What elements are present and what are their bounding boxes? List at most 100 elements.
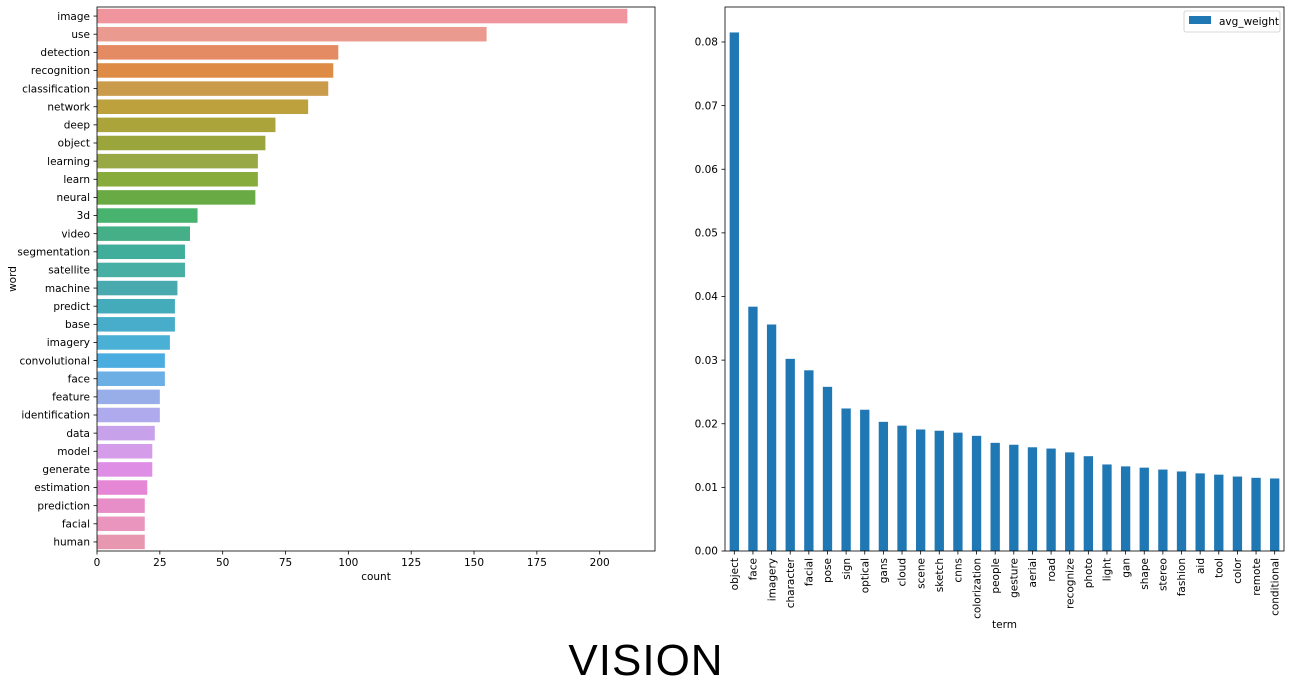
x-tick-label: 150	[464, 557, 484, 569]
bar-object	[97, 135, 266, 151]
bar-face	[97, 371, 165, 386]
x-tick-label: people	[990, 558, 1002, 594]
y-tick-label: detection	[40, 47, 90, 59]
legend: avg_weight	[1183, 10, 1281, 33]
y-tick-label: 0.07	[695, 100, 718, 112]
x-tick-label: colorization	[971, 558, 983, 619]
figure-caption: VISION	[568, 636, 724, 685]
bar-photo	[1083, 456, 1094, 551]
bar-classification	[97, 81, 329, 96]
bar-pose	[822, 386, 833, 551]
bar-colorization	[971, 435, 982, 551]
bar-detection	[97, 45, 339, 60]
y-tick-label: estimation	[34, 482, 90, 494]
y-tick-label: deep	[64, 120, 91, 132]
y-tick-label: convolutional	[19, 355, 90, 367]
bar-aid	[1195, 473, 1205, 551]
bar-identification	[97, 407, 160, 423]
x-tick-label: cloud	[897, 558, 909, 586]
x-tick-label: 200	[590, 557, 610, 569]
y-tick-label: 0.06	[695, 164, 719, 176]
y-tick-label: facial	[62, 519, 90, 531]
bar-gans	[878, 421, 889, 551]
x-tick-label: sketch	[934, 558, 946, 592]
x-tick-label: conditional	[1269, 558, 1281, 616]
y-tick-label: image	[57, 11, 90, 23]
bar-aerial	[1027, 447, 1038, 551]
y-tick-label: neural	[57, 192, 90, 204]
bar-machine	[97, 280, 178, 296]
y-tick-label: base	[65, 319, 90, 331]
y-tick-label: predict	[53, 301, 90, 313]
bar-deep	[97, 117, 276, 133]
x-tick-label: 50	[216, 557, 229, 569]
bar-network	[97, 99, 309, 114]
y-tick-label: video	[61, 228, 90, 240]
bar-remote	[1251, 477, 1261, 551]
bar-cnns	[953, 432, 963, 551]
x-tick-label: character	[785, 557, 797, 608]
y-tick-label: recognition	[31, 65, 90, 77]
y-tick-label: 0.04	[695, 291, 719, 303]
bar-gan	[1120, 466, 1131, 551]
x-tick-label: recognize	[1064, 558, 1076, 609]
y-axis-label: word	[7, 266, 19, 292]
bar-imagery	[97, 335, 170, 350]
x-tick-label: shape	[1139, 558, 1151, 590]
x-tick-label: 0	[94, 557, 101, 569]
bar-sign	[841, 408, 851, 551]
x-tick-label: fashion	[1176, 558, 1188, 596]
bar-facial	[97, 516, 145, 532]
bar-road	[1046, 448, 1056, 551]
x-tick-label: facial	[804, 558, 816, 586]
x-tick-label: optical	[859, 558, 871, 593]
bar-conditional	[1270, 478, 1280, 551]
x-tick-label: road	[1046, 558, 1058, 582]
y-tick-label: learn	[63, 174, 90, 186]
y-tick-label: identification	[21, 410, 90, 422]
y-tick-label: network	[47, 101, 91, 113]
y-tick-label: face	[68, 373, 90, 385]
x-tick-label: object	[729, 558, 741, 590]
bar-satellite	[97, 262, 185, 278]
x-tick-label: 75	[279, 557, 292, 569]
y-tick-label: classification	[22, 83, 90, 95]
legend-label: avg_weight	[1219, 16, 1279, 28]
word-count-bar-chart: image use detection recognition classificati…	[7, 6, 656, 583]
y-tick-label: 0.00	[695, 546, 718, 558]
bar-feature	[97, 389, 160, 405]
x-tick-label: 25	[153, 557, 166, 569]
bar-video	[97, 226, 190, 241]
y-tick-label: model	[57, 446, 90, 458]
bar-people	[990, 442, 1000, 551]
y-tick-label: use	[71, 29, 90, 41]
bar-prediction	[97, 498, 145, 513]
bar-convolutional	[97, 353, 165, 368]
bar-cloud	[897, 425, 907, 551]
bar-object	[729, 32, 739, 551]
x-tick-label: imagery	[766, 558, 778, 601]
y-tick-label: imagery	[47, 337, 90, 349]
bar-recognition	[97, 63, 334, 78]
bar-face	[748, 306, 758, 551]
y-tick-label: 0.01	[695, 482, 718, 494]
legend-swatch	[1189, 16, 1211, 24]
bar-estimation	[97, 480, 148, 495]
bar-color	[1232, 476, 1243, 551]
bar-imagery	[766, 324, 777, 551]
x-tick-label: light	[1102, 558, 1114, 581]
x-tick-label: photo	[1083, 558, 1095, 588]
x-tick-label: 100	[338, 557, 358, 569]
y-tick-label: 0.08	[695, 37, 718, 49]
bar-neural	[97, 190, 256, 205]
bar-facial	[804, 370, 814, 551]
bar-recognize	[1065, 452, 1075, 551]
bar-light	[1102, 464, 1112, 551]
y-tick-label: segmentation	[17, 247, 90, 259]
x-tick-label: face	[748, 558, 760, 580]
x-axis-label: term	[992, 619, 1017, 630]
y-tick-label: 0.05	[695, 228, 718, 240]
axes-frame	[724, 6, 1285, 552]
x-tick-label: 125	[401, 557, 421, 569]
x-tick-label: remote	[1251, 558, 1263, 596]
